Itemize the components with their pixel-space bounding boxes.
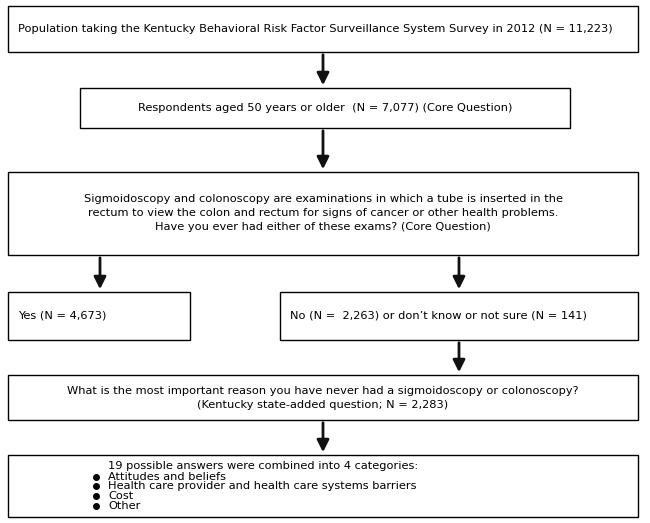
Bar <box>8 455 638 517</box>
Bar <box>8 172 638 255</box>
Bar <box>280 292 638 340</box>
Bar <box>80 88 570 128</box>
Text: Cost: Cost <box>108 491 133 501</box>
Text: 19 possible answers were combined into 4 categories:: 19 possible answers were combined into 4… <box>108 461 418 471</box>
Text: Sigmoidoscopy and colonoscopy are examinations in which a tube is inserted in th: Sigmoidoscopy and colonoscopy are examin… <box>83 195 562 233</box>
Text: What is the most important reason you have never had a sigmoidoscopy or colonosc: What is the most important reason you ha… <box>67 385 578 410</box>
Text: Health care provider and health care systems barriers: Health care provider and health care sys… <box>108 481 417 491</box>
Text: Yes (N = 4,673): Yes (N = 4,673) <box>18 311 107 321</box>
Text: Respondents aged 50 years or older  (N = 7,077) (Core Question): Respondents aged 50 years or older (N = … <box>138 103 512 113</box>
Text: No (N =  2,263) or don’t know or not sure (N = 141): No (N = 2,263) or don’t know or not sure… <box>290 311 587 321</box>
Text: Attitudes and beliefs: Attitudes and beliefs <box>108 472 226 482</box>
Text: Other: Other <box>108 501 140 510</box>
Bar <box>8 375 638 420</box>
Bar <box>8 292 190 340</box>
Bar <box>8 6 638 52</box>
Text: Population taking the Kentucky Behavioral Risk Factor Surveillance System Survey: Population taking the Kentucky Behaviora… <box>18 24 612 34</box>
